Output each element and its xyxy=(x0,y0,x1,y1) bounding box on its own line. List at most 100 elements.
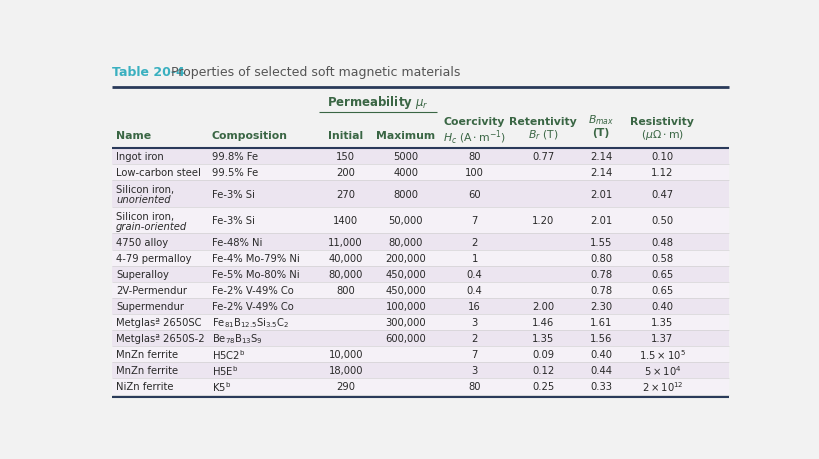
Text: 2V-Permendur: 2V-Permendur xyxy=(116,285,187,295)
Text: Silicon iron,: Silicon iron, xyxy=(116,211,174,221)
Text: 0.58: 0.58 xyxy=(651,253,673,263)
Text: unoriented: unoriented xyxy=(116,195,170,205)
Text: 0.78: 0.78 xyxy=(590,269,612,279)
Text: 10,000: 10,000 xyxy=(328,349,363,359)
Text: 0.4: 0.4 xyxy=(467,285,482,295)
Text: 2: 2 xyxy=(472,237,477,247)
Text: 300,000: 300,000 xyxy=(386,317,426,327)
Text: 0.48: 0.48 xyxy=(651,237,673,247)
Text: Ingot iron: Ingot iron xyxy=(116,152,164,162)
Bar xyxy=(112,379,730,395)
Text: Name: Name xyxy=(116,131,151,141)
Text: 0.40: 0.40 xyxy=(651,301,673,311)
Text: 100,000: 100,000 xyxy=(386,301,426,311)
Text: 2: 2 xyxy=(472,333,477,343)
Text: Fe-48% Ni: Fe-48% Ni xyxy=(211,237,262,247)
Text: 2.14: 2.14 xyxy=(590,152,612,162)
Text: Properties of selected soft magnetic materials: Properties of selected soft magnetic mat… xyxy=(159,66,460,79)
Text: 100: 100 xyxy=(465,168,484,178)
Text: 4750 alloy: 4750 alloy xyxy=(116,237,168,247)
Text: 99.5% Fe: 99.5% Fe xyxy=(211,168,258,178)
Text: 1: 1 xyxy=(472,253,477,263)
Text: Fe-5% Mo-80% Ni: Fe-5% Mo-80% Ni xyxy=(211,269,299,279)
Text: $\mathrm{H5E^b}$: $\mathrm{H5E^b}$ xyxy=(211,364,238,377)
Text: $\mathrm{Fe_{81}B_{12.5}Si_{3.5}C_2}$: $\mathrm{Fe_{81}B_{12.5}Si_{3.5}C_2}$ xyxy=(211,315,289,329)
Text: 0.47: 0.47 xyxy=(651,189,673,199)
Bar xyxy=(112,282,730,298)
Text: 0.40: 0.40 xyxy=(590,349,612,359)
Text: 1.55: 1.55 xyxy=(590,237,613,247)
Text: MnZn ferrite: MnZn ferrite xyxy=(116,365,178,375)
Text: 1.35: 1.35 xyxy=(651,317,673,327)
Bar xyxy=(112,314,730,330)
Text: Fe-3% Si: Fe-3% Si xyxy=(211,216,255,226)
Text: 200,000: 200,000 xyxy=(386,253,426,263)
Bar xyxy=(112,149,730,165)
Text: 1400: 1400 xyxy=(333,216,358,226)
Text: 2.30: 2.30 xyxy=(590,301,612,311)
Text: Fe-4% Mo-79% Ni: Fe-4% Mo-79% Ni xyxy=(211,253,299,263)
Text: $\mathrm{K5^b}$: $\mathrm{K5^b}$ xyxy=(211,380,231,393)
Text: $(\mu\Omega \cdot \mathrm{m})$: $(\mu\Omega \cdot \mathrm{m})$ xyxy=(641,128,684,142)
Text: 450,000: 450,000 xyxy=(386,285,426,295)
Bar xyxy=(112,250,730,266)
Text: Low-carbon steel: Low-carbon steel xyxy=(116,168,201,178)
Text: 18,000: 18,000 xyxy=(328,365,363,375)
Text: 60: 60 xyxy=(468,189,481,199)
Text: Supermendur: Supermendur xyxy=(116,301,184,311)
Text: MnZn ferrite: MnZn ferrite xyxy=(116,349,178,359)
Text: 5000: 5000 xyxy=(393,152,419,162)
Text: (T): (T) xyxy=(592,128,609,138)
Text: 0.12: 0.12 xyxy=(532,365,554,375)
Text: 80: 80 xyxy=(468,152,481,162)
Text: $B_r\ (\mathrm{T})$: $B_r\ (\mathrm{T})$ xyxy=(528,128,559,142)
Text: 7: 7 xyxy=(472,216,477,226)
Text: 270: 270 xyxy=(336,189,355,199)
Text: Silicon iron,: Silicon iron, xyxy=(116,185,174,195)
Text: $1.5 \times 10^5$: $1.5 \times 10^5$ xyxy=(639,347,686,361)
Text: 200: 200 xyxy=(337,168,355,178)
Text: 0.33: 0.33 xyxy=(590,381,612,392)
Text: 0.25: 0.25 xyxy=(532,381,554,392)
Text: 800: 800 xyxy=(337,285,355,295)
Bar xyxy=(112,181,730,207)
Text: 40,000: 40,000 xyxy=(328,253,363,263)
Bar xyxy=(112,234,730,250)
Text: 11,000: 11,000 xyxy=(328,237,363,247)
Bar xyxy=(112,207,730,234)
Text: $2 \times 10^{12}$: $2 \times 10^{12}$ xyxy=(641,380,683,393)
Text: 0.78: 0.78 xyxy=(590,285,612,295)
Bar xyxy=(112,165,730,181)
Text: 99.8% Fe: 99.8% Fe xyxy=(211,152,258,162)
Bar xyxy=(112,330,730,347)
Text: 0.65: 0.65 xyxy=(651,285,673,295)
Text: NiZn ferrite: NiZn ferrite xyxy=(116,381,174,392)
Text: 0.80: 0.80 xyxy=(590,253,612,263)
Text: 1.46: 1.46 xyxy=(532,317,554,327)
Text: Fe-3% Si: Fe-3% Si xyxy=(211,189,255,199)
Text: 2.01: 2.01 xyxy=(590,216,612,226)
Text: 3: 3 xyxy=(472,317,477,327)
Text: 16: 16 xyxy=(468,301,481,311)
Text: 8000: 8000 xyxy=(393,189,419,199)
Text: Initial: Initial xyxy=(328,131,363,141)
Text: 2.14: 2.14 xyxy=(590,168,612,178)
Text: grain-oriented: grain-oriented xyxy=(116,222,188,231)
Text: Metglasª 2650SC: Metglasª 2650SC xyxy=(116,317,201,327)
Text: 0.50: 0.50 xyxy=(651,216,673,226)
Text: 50,000: 50,000 xyxy=(388,216,423,226)
Bar xyxy=(112,363,730,379)
Text: 150: 150 xyxy=(336,152,355,162)
Text: 80,000: 80,000 xyxy=(388,237,423,247)
Text: 0.4: 0.4 xyxy=(467,269,482,279)
Text: Maximum: Maximum xyxy=(376,131,436,141)
Text: Fe-2% V-49% Co: Fe-2% V-49% Co xyxy=(211,301,293,311)
Text: $5 \times 10^4$: $5 \times 10^4$ xyxy=(644,364,681,377)
Text: 2.00: 2.00 xyxy=(532,301,554,311)
Text: 1.12: 1.12 xyxy=(651,168,673,178)
Text: 0.77: 0.77 xyxy=(532,152,554,162)
Text: 0.10: 0.10 xyxy=(651,152,673,162)
Text: 7: 7 xyxy=(472,349,477,359)
Text: 1.37: 1.37 xyxy=(651,333,673,343)
Text: 0.44: 0.44 xyxy=(590,365,612,375)
